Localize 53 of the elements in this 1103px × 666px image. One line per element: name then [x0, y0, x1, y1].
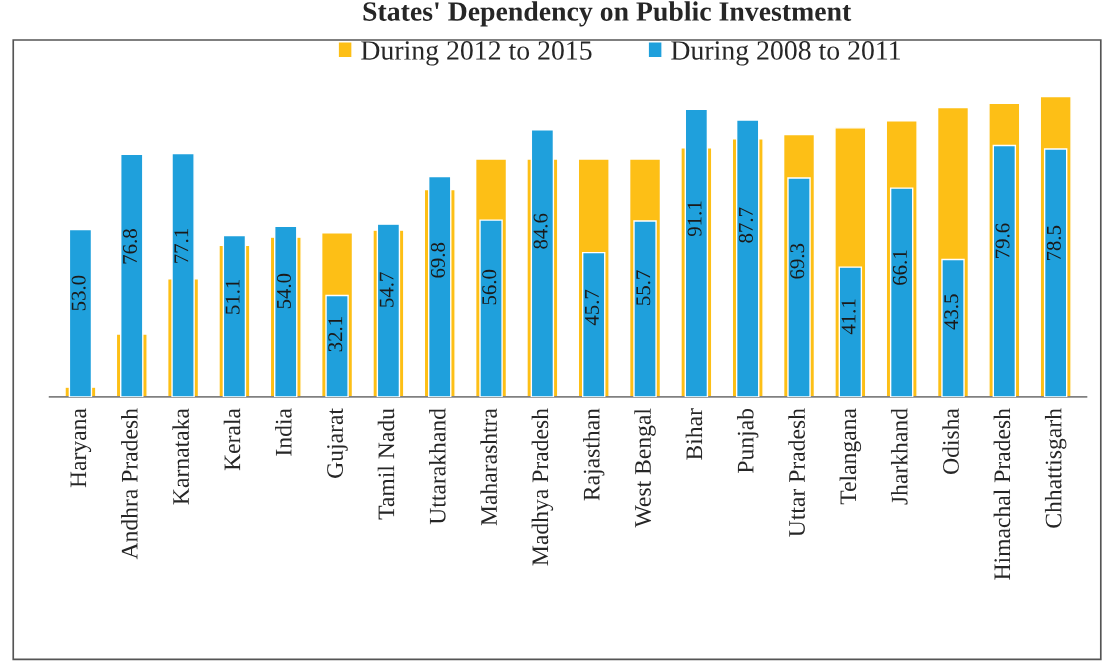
legend-label: During 2012 to 2015: [361, 41, 592, 66]
x-tick-label: Kerala: [223, 408, 241, 471]
x-tick-label: Chhattisgarh: [1044, 408, 1067, 528]
data-label: 69.3: [790, 243, 805, 279]
data-label: 56.0: [482, 269, 497, 305]
legend-label: During 2008 to 2011: [671, 41, 900, 66]
bar: [427, 175, 452, 397]
data-label: 91.1: [687, 201, 702, 237]
data-label: 54.7: [379, 272, 394, 307]
bar: [222, 234, 247, 397]
bar: [171, 152, 195, 397]
data-label: 76.8: [122, 229, 138, 264]
x-tick-label: Maharashtra: [480, 408, 497, 526]
data-label: 55.7: [636, 270, 651, 305]
x-tick-label: Uttar Pradesh: [788, 408, 805, 537]
data-label: 41.1: [841, 299, 856, 335]
data-label: 79.6: [995, 223, 1010, 258]
x-tick-label: Karnataka: [172, 408, 189, 505]
x-tick-label: Jharkhand: [890, 408, 908, 505]
x-tick-label: Gujarat: [327, 408, 348, 478]
bar: [376, 223, 401, 397]
data-label: 84.6: [533, 213, 548, 249]
x-tick-label: Madhya Pradesh: [531, 408, 554, 566]
data-label: 45.7: [585, 289, 600, 326]
x-tick-label: India: [275, 408, 292, 456]
x-tick-label: Punjab: [736, 408, 759, 473]
x-tick-label: Odisha: [942, 408, 959, 474]
x-tick-label: Rajasthan: [583, 408, 605, 501]
chart-title: States' Dependency on Public Investment: [363, 1, 852, 27]
bar: [120, 153, 144, 397]
bar: [684, 108, 709, 397]
data-label: 77.1: [174, 228, 189, 263]
x-tick-label: Haryana: [70, 408, 92, 488]
data-label: 87.7: [738, 207, 753, 243]
data-label: 69.8: [430, 242, 446, 278]
data-label: 32.1: [328, 317, 343, 352]
bar: [735, 119, 760, 397]
x-tick-label: West Bengal: [634, 408, 656, 528]
data-label: 51.1: [225, 279, 240, 314]
data-label: 43.5: [944, 294, 959, 330]
data-label: 66.1: [892, 250, 907, 285]
data-label: 53.0: [71, 275, 86, 311]
x-tick-label: Tamil Nadu: [377, 408, 395, 520]
bar: [274, 225, 298, 397]
data-label: 78.5: [1046, 225, 1061, 261]
bar: [530, 129, 555, 397]
data-label: 54.0: [276, 273, 292, 309]
bar: [68, 228, 93, 397]
x-tick-label: Telangana: [839, 408, 862, 505]
x-tick-label: Bihar: [685, 408, 703, 460]
x-tick-label: Himachal Pradesh: [993, 408, 1011, 580]
x-tick-label: Uttarakhand: [429, 408, 446, 525]
x-tick-label: Andhra Pradesh: [121, 408, 138, 560]
